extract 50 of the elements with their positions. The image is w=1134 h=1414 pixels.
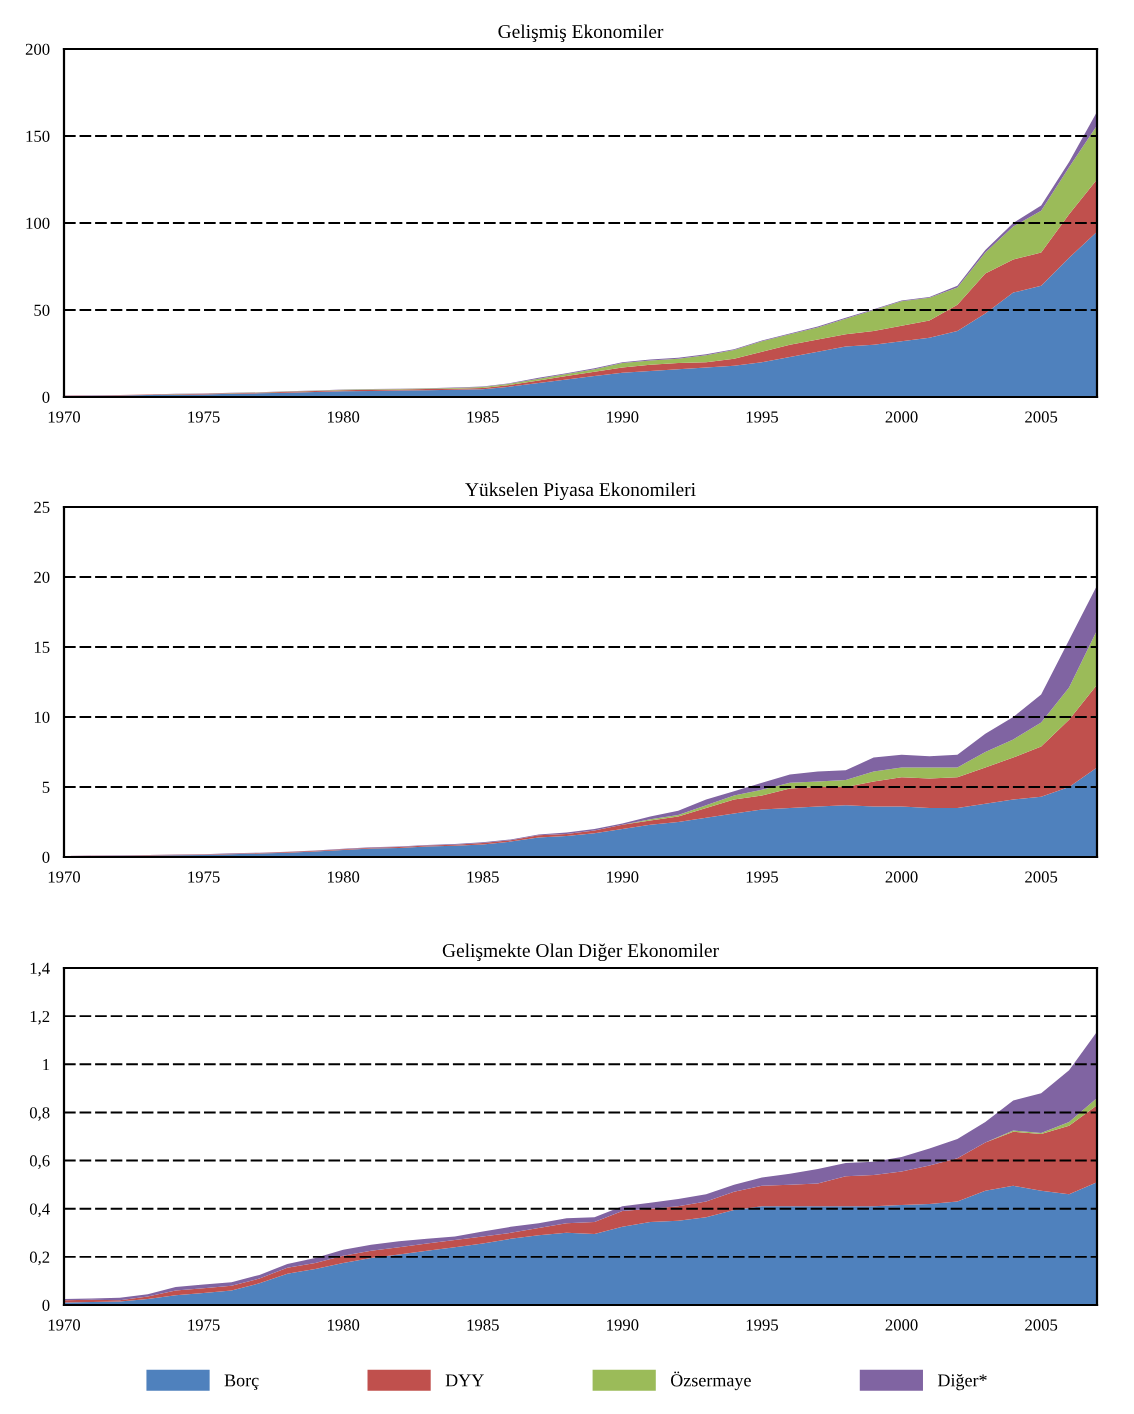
x-tick-label: 1995 bbox=[746, 411, 778, 423]
y-tick-label: 150 bbox=[26, 130, 50, 142]
legend-label: Borç bbox=[224, 1374, 259, 1391]
x-tick-label: 1985 bbox=[467, 411, 499, 423]
x-tick-label: 1980 bbox=[327, 871, 360, 883]
x-tick-label: 1995 bbox=[746, 1319, 778, 1331]
chart-title: Yükselen Piyasa Ekonomileri bbox=[465, 482, 696, 501]
x-tick-label: 1975 bbox=[188, 871, 220, 883]
y-tick-label: 0 bbox=[42, 1299, 50, 1311]
y-tick-label: 1,2 bbox=[30, 1010, 50, 1025]
x-tick-label: 2000 bbox=[885, 871, 918, 883]
x-tick-label: 2005 bbox=[1025, 1319, 1058, 1331]
x-tick-label: 1990 bbox=[607, 1319, 639, 1331]
x-tick-label: 1980 bbox=[327, 1319, 360, 1331]
chart-title: Gelişmekte Olan Diğer Ekonomiler bbox=[442, 943, 719, 962]
y-tick-label: 10 bbox=[34, 711, 50, 723]
y-tick-label: 0 bbox=[42, 391, 50, 403]
x-tick-label: 2000 bbox=[885, 411, 918, 423]
x-tick-label: 2005 bbox=[1025, 411, 1058, 423]
x-tick-label: 1970 bbox=[48, 1319, 81, 1331]
x-tick-label: 1975 bbox=[188, 1319, 220, 1331]
x-tick-label: 1975 bbox=[188, 411, 220, 423]
legend-label: DYY bbox=[445, 1374, 484, 1387]
y-tick-label: 5 bbox=[42, 781, 50, 793]
x-tick-label: 2005 bbox=[1025, 871, 1058, 883]
y-tick-label: 100 bbox=[26, 217, 50, 229]
y-tick-label: 0 bbox=[42, 851, 50, 863]
x-tick-label: 1970 bbox=[48, 871, 81, 883]
y-tick-label: 25 bbox=[34, 501, 50, 513]
y-tick-label: 1 bbox=[43, 1059, 50, 1071]
legend-label: Diğer* bbox=[937, 1373, 987, 1391]
x-tick-label: 1990 bbox=[607, 871, 639, 883]
legend-label: Özsermaye bbox=[670, 1371, 751, 1391]
y-tick-label: 200 bbox=[25, 43, 50, 55]
y-tick-label: 20 bbox=[34, 571, 50, 583]
y-tick-label: 1,4 bbox=[30, 962, 50, 977]
y-tick-label: 0,4 bbox=[29, 1203, 50, 1218]
chart-title: Gelişmiş Ekonomiler bbox=[498, 24, 664, 43]
x-tick-label: 1980 bbox=[327, 411, 360, 423]
y-tick-label: 15 bbox=[34, 641, 50, 653]
x-tick-label: 1990 bbox=[607, 411, 639, 423]
x-tick-label: 1985 bbox=[467, 1319, 499, 1331]
x-tick-label: 1995 bbox=[746, 871, 778, 883]
y-tick-label: 0,6 bbox=[29, 1155, 50, 1169]
y-tick-label: 0,8 bbox=[29, 1107, 50, 1121]
y-tick-label: 0,2 bbox=[29, 1251, 50, 1266]
x-tick-label: 2000 bbox=[885, 1319, 918, 1331]
x-tick-label: 1985 bbox=[467, 871, 499, 883]
x-tick-label: 1970 bbox=[48, 411, 81, 423]
y-tick-label: 50 bbox=[34, 304, 50, 316]
